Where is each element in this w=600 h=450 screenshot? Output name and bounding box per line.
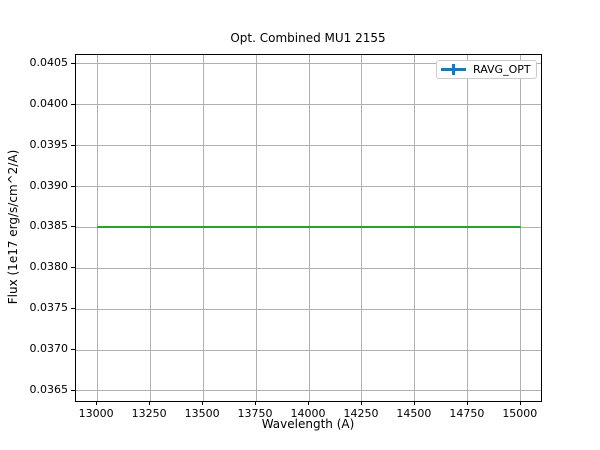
- y-gridline: [76, 267, 541, 269]
- x-tick-label: 13500: [184, 407, 220, 420]
- y-gridline: [76, 104, 541, 106]
- x-tick: [308, 401, 309, 405]
- y-tick-label: 0.0405: [29, 55, 69, 69]
- x-tick: [202, 401, 204, 405]
- x-tick: [519, 401, 521, 405]
- x-tick: [466, 401, 468, 405]
- y-tick-label: 0.0395: [29, 137, 69, 151]
- chart-title: Opt. Combined MU1 2155: [230, 31, 386, 45]
- y-tick: [71, 62, 75, 64]
- y-tick-label: 0.0370: [29, 342, 69, 356]
- y-tick: [71, 226, 75, 228]
- x-tick-label: 14250: [343, 407, 379, 420]
- errorbar-vline: [452, 64, 455, 75]
- x-tick: [360, 401, 362, 405]
- y-tick: [71, 349, 75, 351]
- y-gridline: [76, 186, 541, 188]
- x-gridline: [520, 55, 522, 401]
- y-tick: [71, 308, 75, 310]
- y-tick-label: 0.0380: [29, 260, 69, 274]
- errorbar-legend-icon: [441, 63, 466, 76]
- y-tick-label: 0.0375: [29, 301, 69, 315]
- x-tick-label: 13000: [78, 407, 114, 420]
- plot-area: [75, 54, 542, 402]
- legend-label: RAVG_OPT: [473, 63, 531, 76]
- x-tick-label: 15000: [502, 407, 538, 420]
- y-tick: [71, 267, 75, 269]
- y-gridline: [76, 349, 541, 351]
- y-tick-label: 0.0365: [29, 382, 69, 396]
- x-tick-label: 13250: [131, 407, 167, 420]
- y-tick: [71, 144, 75, 146]
- y-gridline: [76, 390, 541, 392]
- y-tick: [71, 389, 75, 391]
- x-tick-label: 14000: [290, 407, 326, 420]
- y-tick-label: 0.0400: [29, 96, 69, 110]
- x-tick-label: 13750: [237, 407, 273, 420]
- x-tick-label: 14750: [449, 407, 485, 420]
- y-gridline: [76, 145, 541, 147]
- y-gridline: [76, 308, 541, 310]
- y-tick-label: 0.0385: [29, 219, 69, 233]
- x-tick: [413, 401, 415, 405]
- x-tick: [255, 401, 257, 405]
- x-axis-label: Wavelength (A): [261, 417, 355, 431]
- y-tick: [71, 103, 75, 105]
- y-gridline: [76, 63, 541, 65]
- y-tick: [71, 185, 75, 187]
- x-tick: [149, 401, 151, 405]
- y-tick-label: 0.0390: [29, 178, 69, 192]
- series-line: [97, 226, 521, 229]
- legend: RAVG_OPT: [436, 60, 537, 79]
- x-tick-label: 14500: [396, 407, 432, 420]
- x-tick: [96, 401, 98, 405]
